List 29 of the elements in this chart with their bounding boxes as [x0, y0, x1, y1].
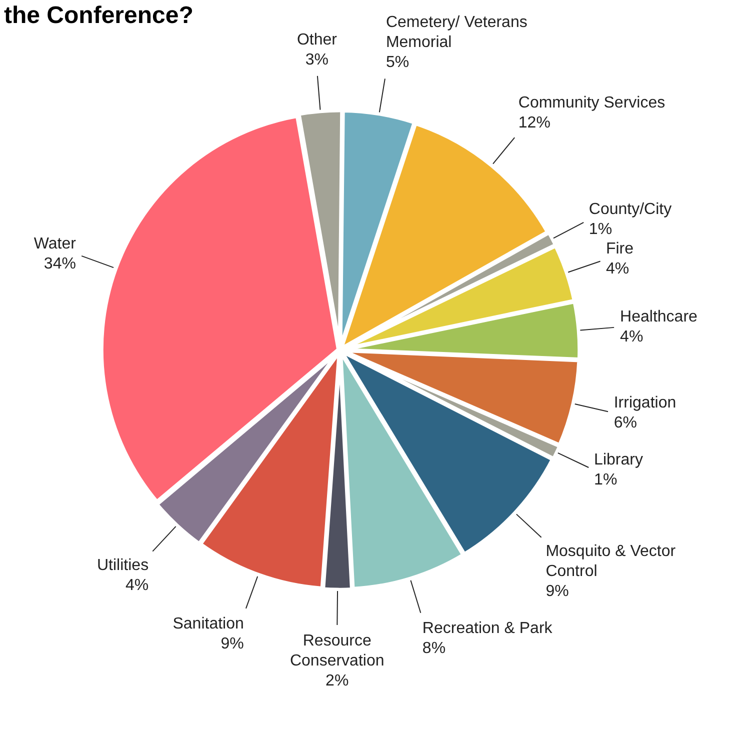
slice-label: Water: [34, 235, 77, 252]
data-label: 4%: [606, 260, 630, 278]
data-label: 9%: [546, 582, 569, 600]
slice-label: Sanitation: [172, 615, 244, 632]
slice-label: Community Services: [518, 94, 666, 112]
data-label: 12%: [518, 114, 550, 132]
slice-label: Recreation & Park: [422, 620, 554, 638]
slice-label: Other: [296, 31, 338, 48]
slice-label: Healthcare: [620, 308, 698, 326]
chart-title: the Conference?: [4, 2, 194, 30]
data-label: 1%: [588, 221, 612, 238]
slice-label: County/City: [588, 201, 672, 218]
slice-label: Library: [594, 451, 643, 468]
data-label: 3%: [305, 51, 329, 68]
data-label: 34%: [44, 255, 76, 272]
data-label: 2%: [326, 672, 349, 690]
data-label: 1%: [594, 471, 618, 488]
slice-label: Resource Conservation: [290, 632, 384, 670]
data-label: 4%: [620, 328, 644, 346]
data-label: 6%: [614, 414, 637, 432]
slice-label: Cemetery/ Veterans Memorial: [386, 14, 528, 52]
slice-label: Fire: [606, 240, 634, 258]
data-label: 8%: [422, 640, 446, 658]
slice-label: Mosquito & Vector Control: [546, 542, 676, 580]
slice-label: Utilities: [97, 557, 149, 574]
data-label: 5%: [386, 54, 410, 72]
data-label: 9%: [220, 635, 244, 652]
data-label: 4%: [125, 577, 149, 594]
slice-label: Irrigation: [614, 394, 676, 412]
